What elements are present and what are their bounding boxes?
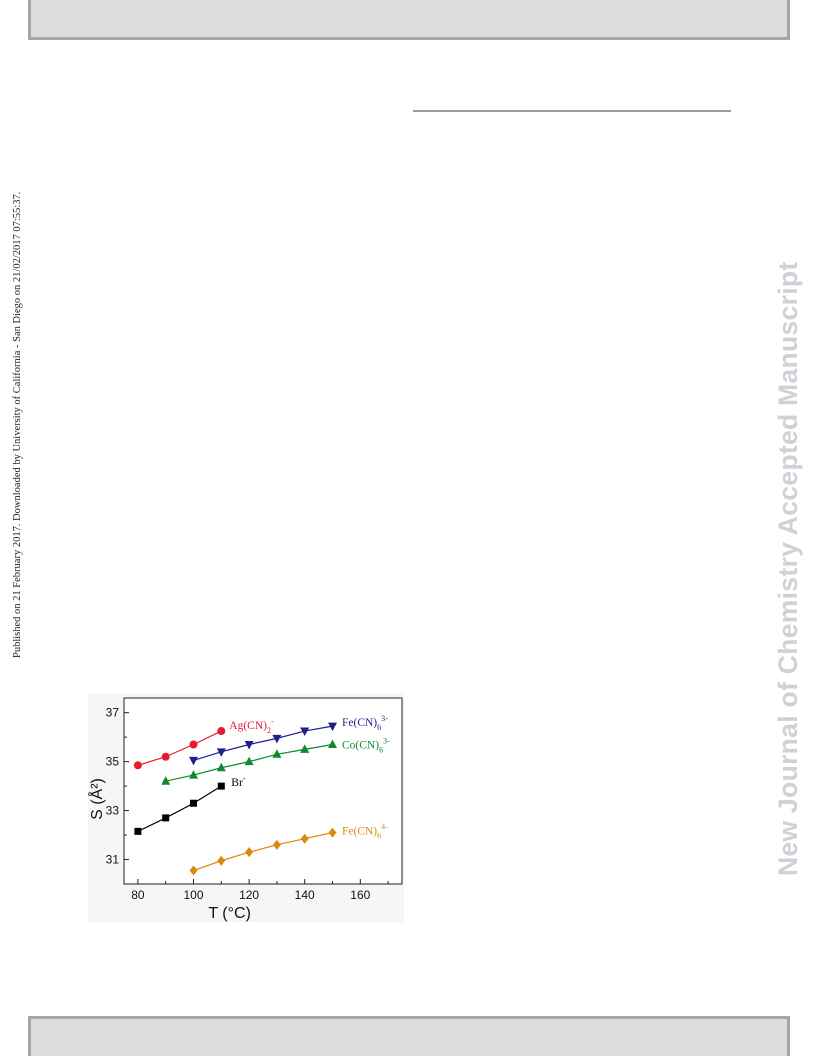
data-point [189,756,198,766]
data-point [217,855,226,866]
data-point [190,799,197,807]
series-layer [133,722,337,876]
y-tick-label: 31 [106,853,120,867]
series-0 [133,727,226,770]
y-axis-title: S (Å²) [88,778,106,820]
series-label: Fe(CN)63- [342,714,388,732]
data-point [272,734,282,744]
series-4 [189,827,337,876]
horizontal-rule [413,110,731,112]
data-point [189,865,198,876]
data-point [161,776,171,785]
series-label: Ag(CN)2- [229,717,274,735]
plot-area [123,697,403,885]
data-point [244,756,254,766]
y-tick-label: 37 [106,706,120,720]
y-tick-label: 33 [106,804,120,818]
data-point [216,748,226,757]
journal-watermark: New Journal of Chemistry Accepted Manusc… [773,261,803,876]
series-label: Co(CN)63- [342,737,390,755]
data-point [328,722,337,732]
data-point [244,741,254,750]
footer-band [28,1016,790,1056]
data-point [133,761,142,770]
publication-note: Published on 21 February 2017. Downloade… [12,191,23,658]
series-labels: Ag(CN)2- Fe(CN)63- Co(CN)63- Br- Fe(CN)64- [229,714,390,840]
data-point [189,740,198,749]
header-band [28,0,790,40]
data-point [300,833,309,844]
data-point [300,727,310,737]
axes: 80 100 120 140 160 31 33 35 37 [106,706,389,902]
data-point [328,739,337,748]
x-tick-label: 80 [131,888,145,902]
y-tick-label: 35 [106,755,120,769]
data-point [162,814,170,822]
data-point [161,752,170,761]
temperature-area-chart: 80 100 120 140 160 31 33 35 37 Ag(CN)2- Fe(CN)63-… [88,694,404,922]
data-point [134,827,142,835]
series-label: Fe(CN)64- [342,823,388,841]
data-point [272,839,281,850]
data-point [328,827,337,838]
series-2 [161,739,337,785]
series-line [137,730,222,766]
series-3 [134,782,225,835]
data-point [245,847,254,858]
series-1 [189,722,337,766]
series-line [193,725,333,761]
data-point [272,749,282,758]
series-line [193,832,333,872]
data-point [217,782,225,790]
x-tick-label: 140 [295,888,315,902]
x-tick-label: 100 [183,888,203,902]
data-point [189,770,198,779]
data-point [300,744,310,753]
data-point [217,727,226,736]
x-tick-label: 120 [239,888,259,902]
series-label: Br- [231,774,246,789]
x-tick-label: 160 [350,888,370,902]
x-axis-title: T (°C) [208,905,251,922]
series-line [137,785,222,832]
data-point [216,762,226,772]
